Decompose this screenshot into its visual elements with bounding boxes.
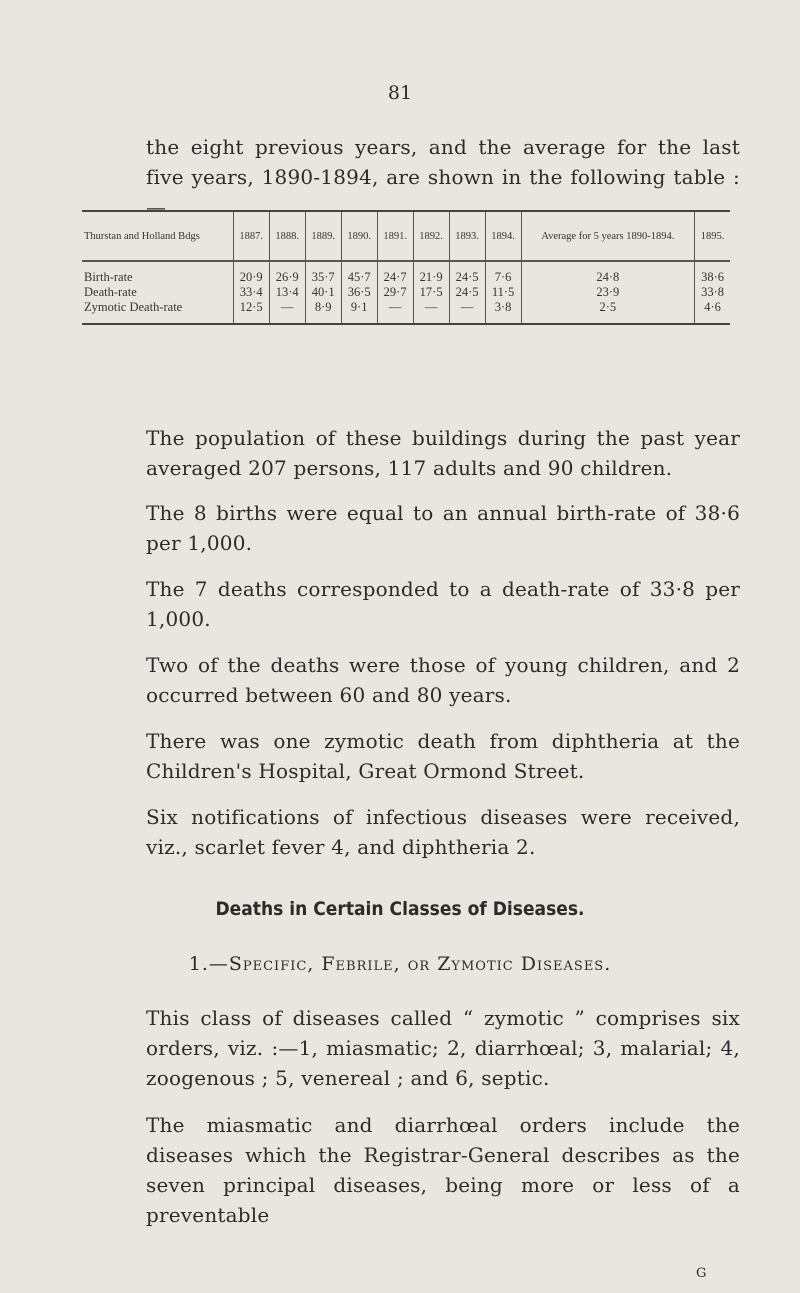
table-cell: 24·7: [376, 261, 414, 285]
table-row: Zymotic Death-rate 12·5—8·9 9·1— — —3·8 2·5 4·…: [82, 300, 730, 324]
table-cell: 24·5: [448, 285, 486, 300]
paragraph: There was one zymotic death from diphthe…: [146, 729, 740, 783]
intro-paragraph: the eight previous years, and the averag…: [146, 135, 740, 219]
rates-table: Thurstan and Holland Bdgs 1887. 1888. 1889.…: [82, 210, 730, 325]
table-cell: —: [448, 300, 486, 324]
table-cell: —: [268, 300, 306, 324]
column-header: 1888.: [268, 211, 306, 262]
table-cell: 8·9: [304, 300, 342, 324]
table-row: Death-rate 33·4 13·4 40·1 36·5 29·7 17·5 24·5 11…: [82, 285, 730, 300]
paragraph: Six notifications of infectious diseases…: [146, 805, 740, 859]
table-cell: —: [412, 300, 450, 324]
table-cell: 12·5: [232, 300, 270, 324]
column-header: 1895.: [694, 211, 730, 262]
table-cell: 11·5: [484, 285, 522, 300]
signature-mark: G: [696, 1266, 707, 1281]
row-label: Birth-rate: [84, 270, 133, 284]
table-cell: 20·9: [232, 261, 270, 285]
paragraph: The miasmatic and diarrhœal orders inclu…: [146, 1113, 740, 1227]
column-header: 1893.: [448, 211, 486, 262]
column-header: 1887.: [232, 211, 270, 262]
table-cell: 45·7: [340, 261, 378, 285]
section-heading: Deaths in Certain Classes of Diseases.: [215, 898, 585, 920]
column-header: 1892.: [412, 211, 450, 262]
subsection-heading: 1.—Specific, Febrile, or Zymotic Disease…: [188, 953, 612, 975]
paragraph: Two of the deaths were those of young ch…: [146, 653, 740, 707]
paragraph: The 7 deaths corresponded to a death-rat…: [146, 577, 740, 631]
column-header: Thurstan and Holland Bdgs: [82, 211, 234, 262]
table-cell: —: [376, 300, 414, 324]
table-cell: 21·9: [412, 261, 450, 285]
table-cell: 2·5: [520, 300, 695, 324]
row-label: Death-rate: [84, 285, 137, 299]
table-cell: 3·8: [484, 300, 522, 324]
table-cell: 24·8: [520, 261, 695, 285]
paragraph: This class of diseases called “ zymotic …: [146, 1006, 740, 1090]
table-cell: 33·8: [694, 285, 730, 300]
table-cell: 17·5: [412, 285, 450, 300]
table-cell: 4·6: [694, 300, 730, 324]
row-label: Zymotic Death-rate: [84, 300, 183, 314]
table-cell: 40·1: [304, 285, 342, 300]
table-cell: 7·6: [484, 261, 522, 285]
table-cell: 9·1: [340, 300, 378, 324]
paragraph: The population of these buildings during…: [146, 426, 740, 480]
table-cell: 23·9: [520, 285, 695, 300]
table-cell: 26·9: [268, 261, 306, 285]
column-header: 1890.: [340, 211, 378, 262]
table-cell: 36·5: [340, 285, 378, 300]
column-header: 1894.: [484, 211, 522, 262]
table-cell: 38·6: [694, 261, 730, 285]
paragraph: The 8 births were equal to an annual bir…: [146, 501, 740, 555]
table-row: Birth-rate 20·9 26·9 35·7 45·7 24·7 21·9 24·5 7·…: [82, 261, 730, 285]
table-cell: 24·5: [448, 261, 486, 285]
column-header: 1889.: [304, 211, 342, 262]
table-cell: 33·4: [232, 285, 270, 300]
table-cell: 29·7: [376, 285, 414, 300]
table-cell: 35·7: [304, 261, 342, 285]
column-header: 1891.: [376, 211, 414, 262]
table-cell: 13·4: [268, 285, 306, 300]
column-header: Average for 5 years 1890-1894.: [520, 211, 695, 262]
page-number: 81: [387, 82, 413, 104]
